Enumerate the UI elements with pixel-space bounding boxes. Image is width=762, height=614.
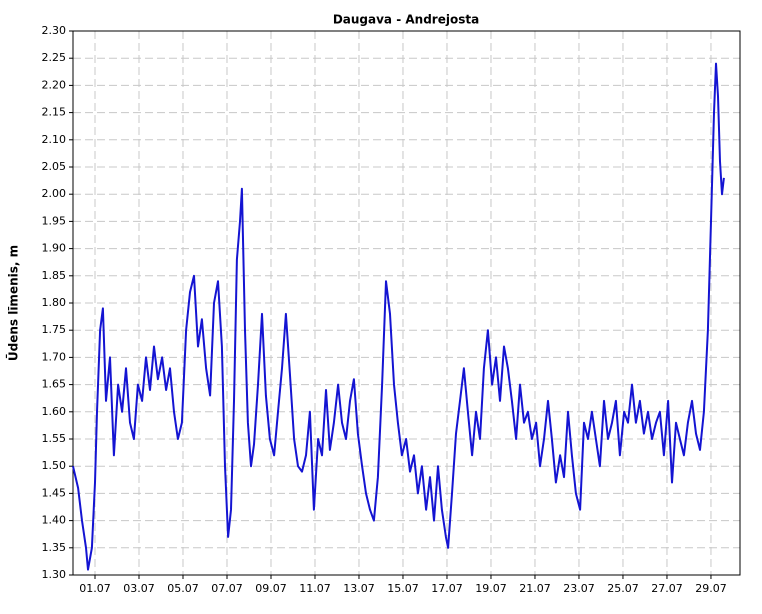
x-tick-label: 03.07 [123, 582, 155, 595]
x-tick-label: 01.07 [79, 582, 111, 595]
x-tick-label: 15.07 [387, 582, 419, 595]
y-tick-label: 1.85 [42, 269, 67, 282]
y-tick-label: 2.05 [42, 160, 67, 173]
x-tick-label: 17.07 [431, 582, 463, 595]
x-tick-label: 29.07 [695, 582, 727, 595]
y-tick-label: 1.35 [42, 541, 67, 554]
y-tick-label: 1.95 [42, 214, 67, 227]
y-tick-label: 1.30 [42, 568, 67, 581]
y-axis-label: Ūdens līmenis, m [6, 245, 21, 361]
y-tick-label: 2.00 [42, 187, 67, 200]
x-tick-label: 23.07 [563, 582, 595, 595]
y-tick-label: 1.65 [42, 378, 67, 391]
x-tick-label: 11.07 [299, 582, 331, 595]
plot-frame [72, 30, 741, 576]
y-tick-label: 2.20 [42, 78, 67, 91]
y-tick-label: 1.75 [42, 323, 67, 336]
x-tick-label: 27.07 [651, 582, 683, 595]
chart-title: Daugava - Andrejosta [333, 13, 479, 27]
x-tick-label: 25.07 [607, 582, 639, 595]
y-tick-label: 1.60 [42, 405, 67, 418]
x-tick-label: 19.07 [475, 582, 507, 595]
y-tick-label: 1.80 [42, 296, 67, 309]
y-tick-label: 1.55 [42, 432, 67, 445]
y-tick-label: 1.90 [42, 242, 67, 255]
y-tick-label: 2.25 [42, 51, 67, 64]
x-tick-label: 13.07 [343, 582, 375, 595]
y-tick-label: 1.45 [42, 486, 67, 499]
x-tick-label: 09.07 [255, 582, 287, 595]
y-tick-label: 1.70 [42, 350, 67, 363]
x-tick-label: 05.07 [167, 582, 199, 595]
y-tick-label: 1.40 [42, 514, 67, 527]
y-tick-label: 2.30 [42, 24, 67, 37]
x-tick-label: 07.07 [211, 582, 243, 595]
data-line [72, 62, 725, 571]
y-tick-label: 2.10 [42, 133, 67, 146]
x-tick-label: 21.07 [519, 582, 551, 595]
y-tick-label: 1.50 [42, 459, 67, 472]
y-tick-label: 2.15 [42, 106, 67, 119]
